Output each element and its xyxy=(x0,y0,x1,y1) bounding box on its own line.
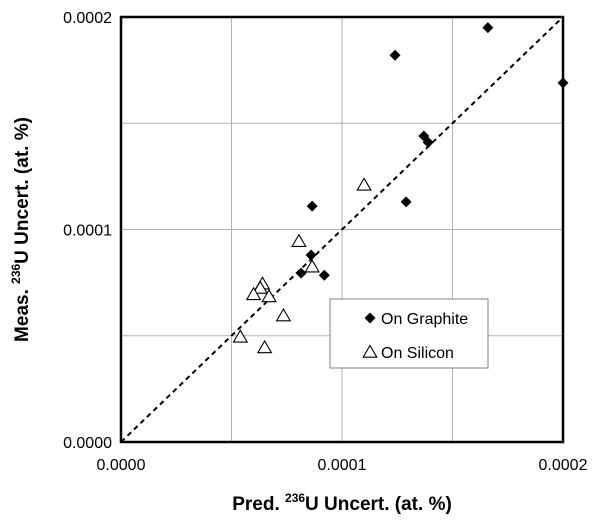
legend-label-on-graphite: On Graphite xyxy=(381,311,468,328)
graphite-point xyxy=(318,269,330,281)
x-tick-label: 0.0000 xyxy=(97,457,146,474)
y-tick-label: 0.0002 xyxy=(63,10,112,27)
silicon-point xyxy=(252,280,269,294)
silicon-point xyxy=(261,288,277,303)
plot-area-border xyxy=(119,15,565,444)
graphite-point xyxy=(557,77,569,89)
silicon-point xyxy=(232,329,249,343)
silicon-point xyxy=(356,177,372,191)
series-on-silicon xyxy=(232,177,372,354)
x-axis-title-prefix: Pred. xyxy=(232,494,285,515)
legend-marker-silicon xyxy=(362,344,378,358)
reference-line-1to1 xyxy=(120,16,564,443)
y-axis-title-prefix: Meas. xyxy=(12,284,33,342)
series-on-graphite xyxy=(295,22,569,281)
graphite-point xyxy=(305,249,317,261)
y-axis-title: Meas. 236U Uncert. (at. %) xyxy=(9,117,33,342)
silicon-point xyxy=(256,339,273,354)
legend-box xyxy=(329,298,489,369)
graphite-point xyxy=(295,267,307,279)
silicon-point xyxy=(245,286,262,301)
y-axis-title-suffix: U Uncert. (at. %) xyxy=(12,117,33,264)
data-markers xyxy=(232,22,569,354)
legend: On Graphite On Silicon xyxy=(329,298,489,369)
x-axis-title: Pred. 236U Uncert. (at. %) xyxy=(232,491,452,515)
y-tick-label: 0.0000 xyxy=(63,435,112,452)
tick-labels: 0.0000 0.0001 0.0002 0.0000 0.0001 0.0002 xyxy=(63,10,588,474)
x-tick-label: 0.0001 xyxy=(318,457,367,474)
silicon-point xyxy=(304,259,320,273)
silicon-point xyxy=(291,233,307,247)
graphite-point xyxy=(422,136,434,148)
y-axis-title-superscript: 236 xyxy=(9,263,23,283)
graphite-point xyxy=(389,49,401,61)
graphite-point xyxy=(306,200,318,212)
x-tick-label: 0.0002 xyxy=(539,457,588,474)
x-axis-title-suffix: U Uncert. (at. %) xyxy=(305,494,452,515)
y-tick-label: 0.0001 xyxy=(63,223,112,240)
x-axis-title-superscript: 236 xyxy=(285,491,305,505)
legend-label-on-silicon: On Silicon xyxy=(381,345,454,362)
graphite-point xyxy=(482,22,494,34)
legend-marker-graphite xyxy=(364,312,376,324)
silicon-point xyxy=(275,307,292,322)
graphite-point xyxy=(400,196,412,208)
